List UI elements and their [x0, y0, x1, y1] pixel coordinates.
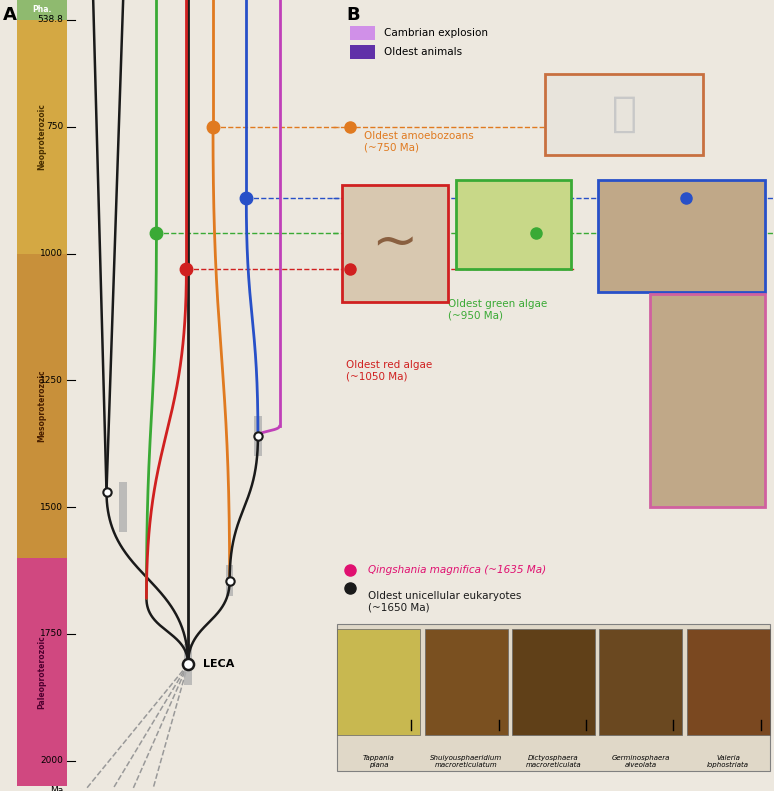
Text: Ma: Ma: [50, 786, 63, 791]
Bar: [17, 20, 67, 254]
Text: LECA: LECA: [203, 659, 235, 669]
Text: Oldest red algae
(~1050 Ma): Oldest red algae (~1050 Ma): [346, 360, 433, 381]
Text: 1750: 1750: [40, 630, 63, 638]
Bar: [687, 629, 769, 735]
Text: Tappania
plana: Tappania plana: [363, 755, 395, 768]
Bar: [351, 45, 375, 59]
Text: Pha.: Pha.: [32, 6, 51, 14]
Bar: [545, 74, 704, 155]
Text: 1500: 1500: [40, 502, 63, 512]
Text: 1000: 1000: [40, 249, 63, 258]
Text: B: B: [346, 6, 360, 24]
Text: ?Oldest fungi
(~890 Ma): ?Oldest fungi (~890 Ma): [598, 202, 666, 223]
Bar: [599, 629, 682, 735]
Text: 538.8: 538.8: [37, 15, 63, 25]
Text: Paleoproterozoic: Paleoproterozoic: [37, 635, 46, 709]
Text: ~: ~: [372, 217, 418, 271]
Bar: [17, 254, 67, 558]
Text: Valeria
lophostriata: Valeria lophostriata: [707, 755, 749, 768]
Text: Shuiyousphaeridium
macroreticulatum: Shuiyousphaeridium macroreticulatum: [430, 755, 502, 768]
Text: Neoproterozoic: Neoproterozoic: [37, 103, 46, 170]
Bar: [650, 294, 765, 507]
Text: Mesoproterozoic: Mesoproterozoic: [37, 369, 46, 442]
Bar: [337, 629, 420, 735]
Bar: [119, 482, 127, 532]
Text: Qingshania magnifica (~1635 Ma): Qingshania magnifica (~1635 Ma): [368, 566, 546, 575]
Text: 2000: 2000: [40, 756, 63, 765]
Text: Oldest animals: Oldest animals: [384, 47, 461, 57]
Bar: [598, 180, 765, 292]
Bar: [226, 566, 233, 596]
Text: 750: 750: [46, 123, 63, 131]
Bar: [425, 629, 508, 735]
Bar: [17, 0, 67, 20]
Bar: [184, 644, 192, 684]
Text: Oldest green algae
(~950 Ma): Oldest green algae (~950 Ma): [447, 299, 546, 321]
Bar: [351, 26, 375, 40]
Bar: [457, 180, 571, 269]
Bar: [255, 416, 262, 456]
Bar: [17, 558, 67, 786]
Text: Oldest unicellular eukaryotes
(~1650 Ma): Oldest unicellular eukaryotes (~1650 Ma): [368, 591, 522, 612]
Text: Oldest amoebozoans
(~750 Ma): Oldest amoebozoans (~750 Ma): [364, 131, 474, 153]
Text: Cambrian explosion: Cambrian explosion: [384, 28, 488, 38]
Bar: [341, 185, 447, 301]
Text: 1250: 1250: [40, 376, 63, 384]
Bar: [337, 623, 769, 770]
Text: Dictyosphaera
macroreticulata: Dictyosphaera macroreticulata: [526, 755, 581, 768]
Text: 🏺: 🏺: [611, 93, 636, 135]
Text: A: A: [3, 6, 17, 24]
Bar: [512, 629, 595, 735]
Text: Germinosphaera
alveolata: Germinosphaera alveolata: [611, 755, 670, 768]
